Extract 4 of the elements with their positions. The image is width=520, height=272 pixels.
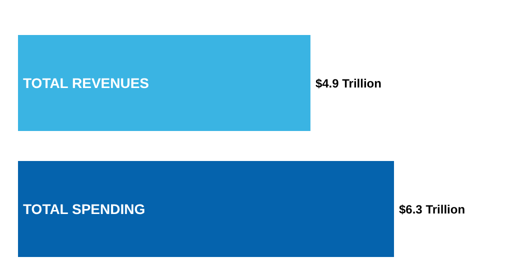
y-tick-label: TOTAL REVENUES (23, 74, 150, 91)
data-label: $6.3 Trillion (399, 202, 466, 216)
y-tick-label: TOTAL SPENDING (23, 200, 146, 217)
data-label: $4.9 Trillion (315, 76, 382, 90)
